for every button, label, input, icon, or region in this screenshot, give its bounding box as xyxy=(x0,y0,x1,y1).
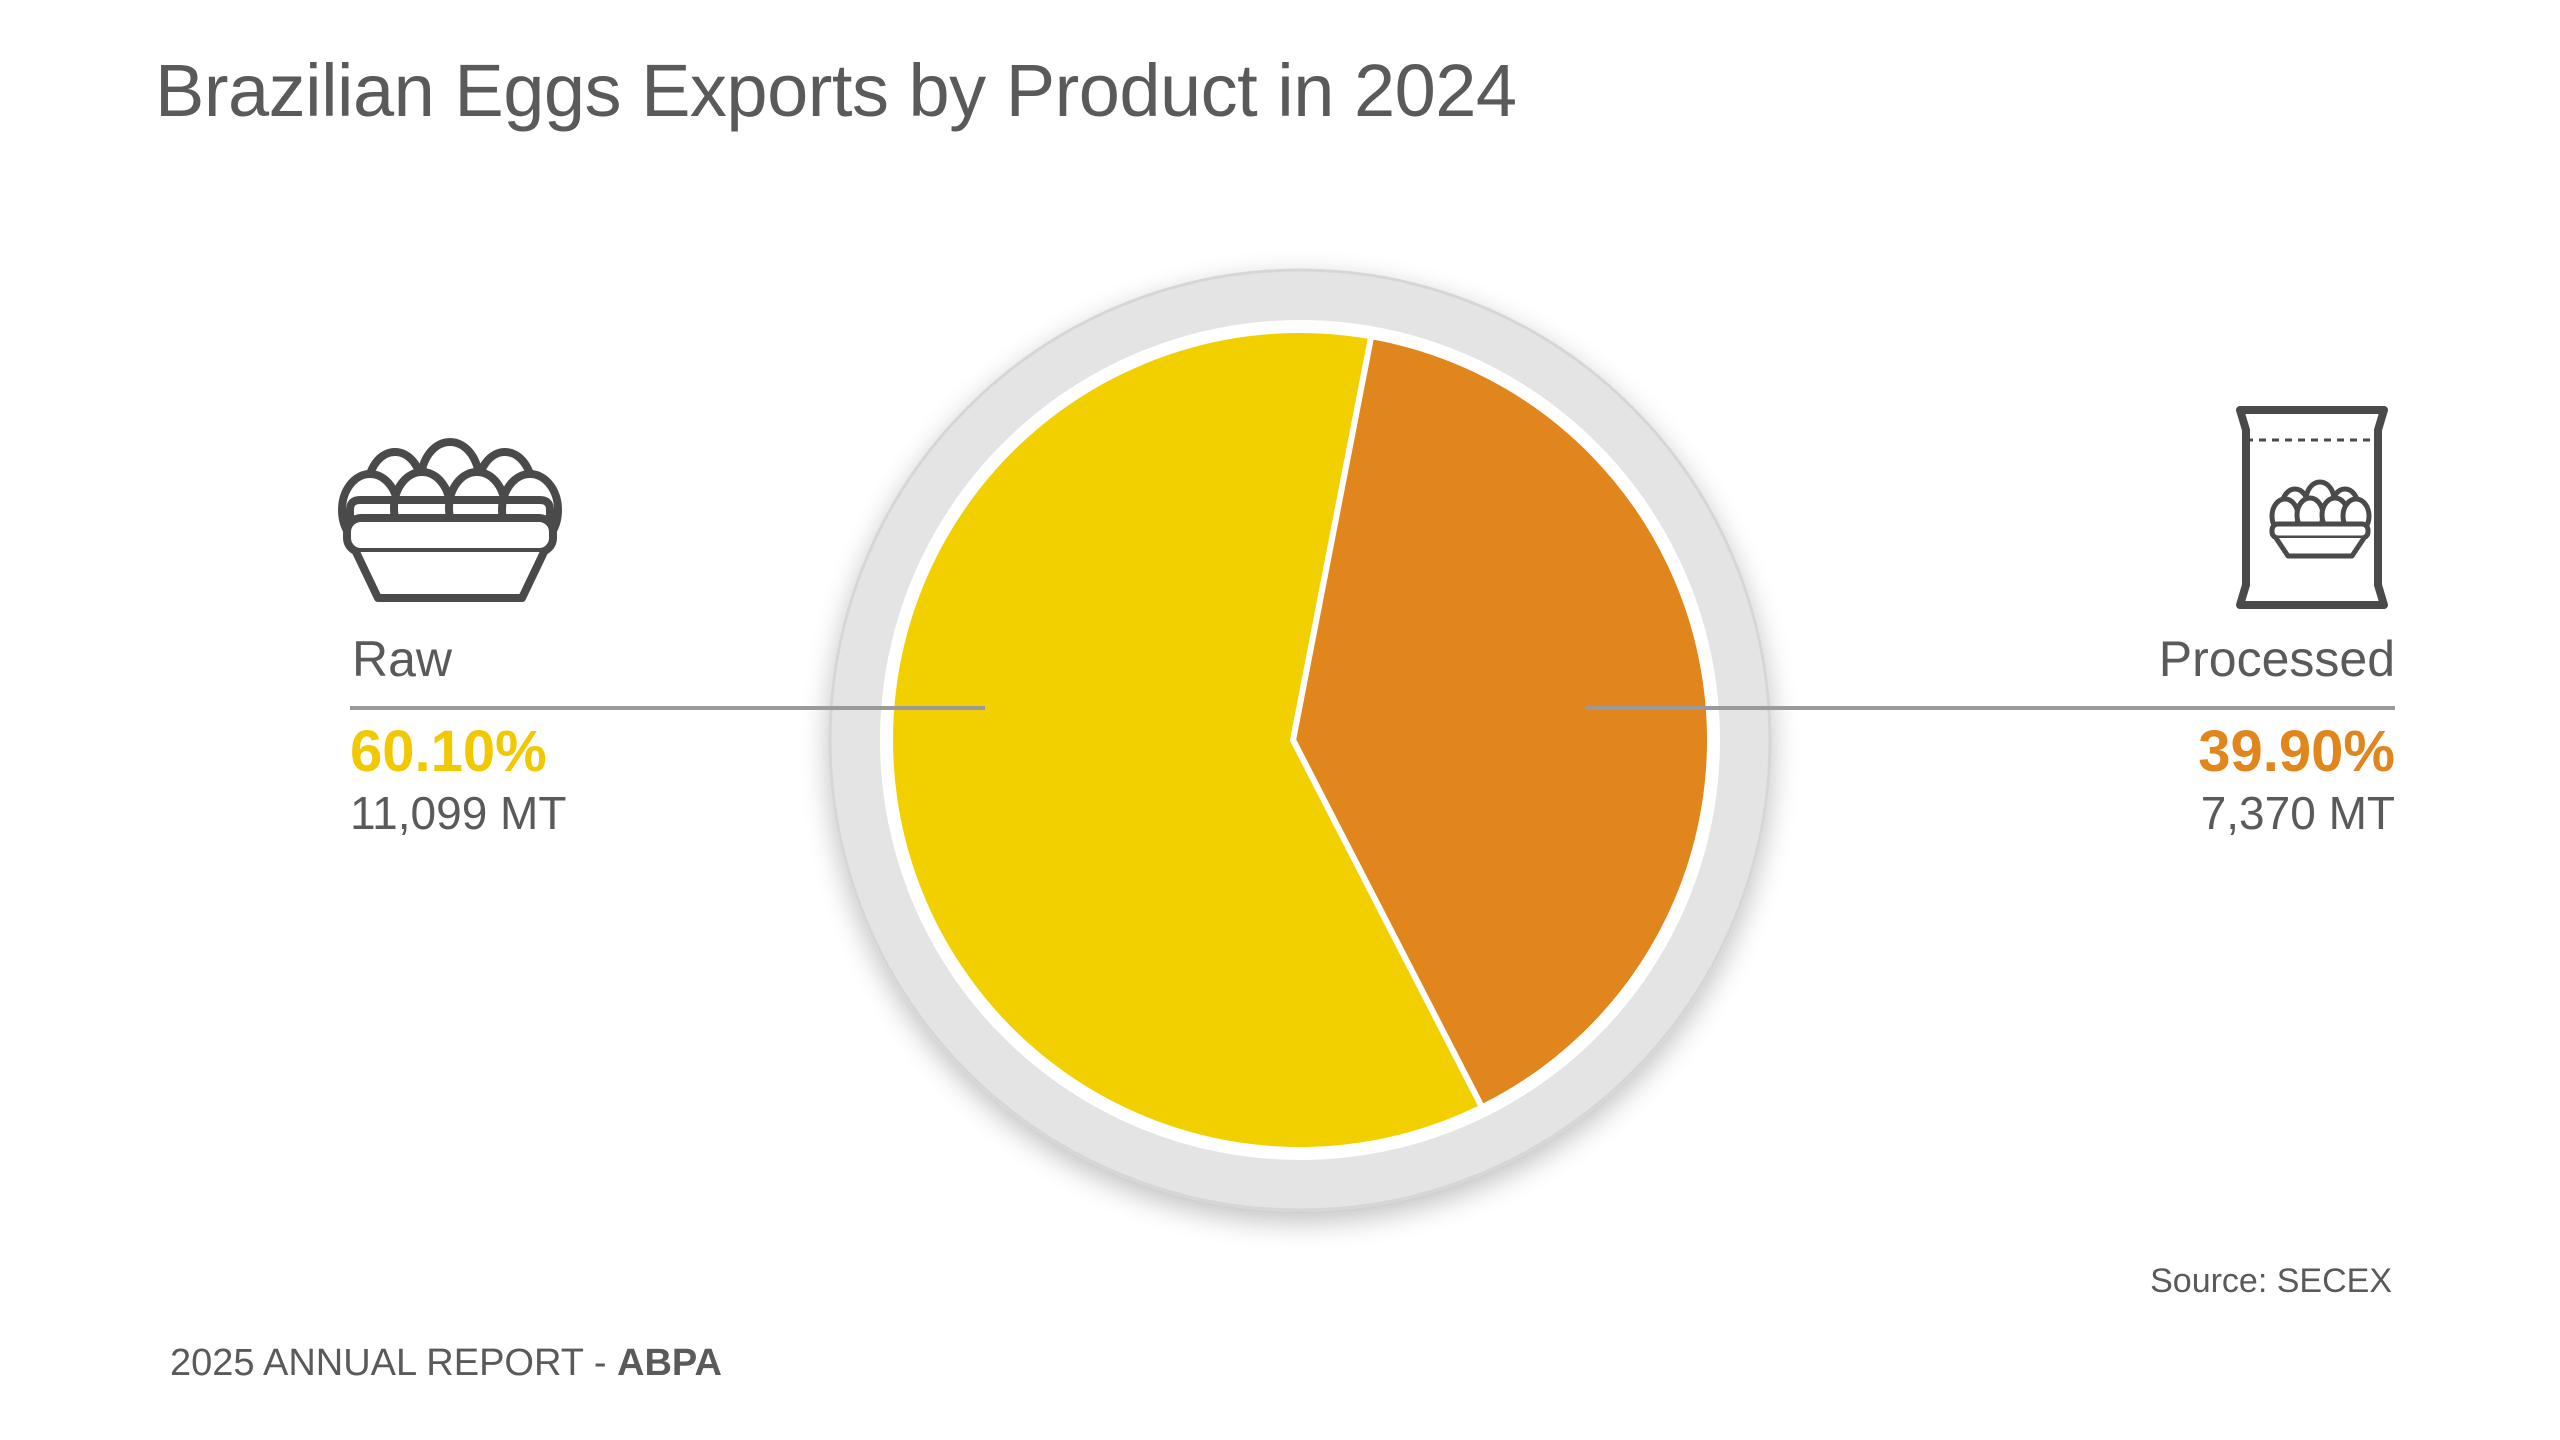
source-note: Source: SECEX xyxy=(2150,1262,2392,1300)
raw-label: Raw xyxy=(352,631,453,687)
pie-slice-raw xyxy=(887,327,1486,1153)
egg-package-icon xyxy=(2236,406,2388,609)
processed-value: 7,370 MT xyxy=(2200,787,2395,839)
processed-percent: 39.90% xyxy=(2198,719,2395,784)
footer-report: 2025 ANNUAL REPORT - xyxy=(170,1342,618,1384)
pie-slice-processed xyxy=(1290,333,1713,1111)
processed-label: Processed xyxy=(2158,631,2395,687)
raw-percent: 60.10% xyxy=(350,719,547,784)
egg-basket-icon xyxy=(338,438,562,602)
footer: 2025 ANNUAL REPORT - ABPA xyxy=(170,1342,722,1385)
chart-title: Brazilian Eggs Exports by Product in 202… xyxy=(155,49,1517,132)
raw-value: 11,099 MT xyxy=(350,787,567,839)
footer-brand: ABPA xyxy=(617,1342,722,1384)
